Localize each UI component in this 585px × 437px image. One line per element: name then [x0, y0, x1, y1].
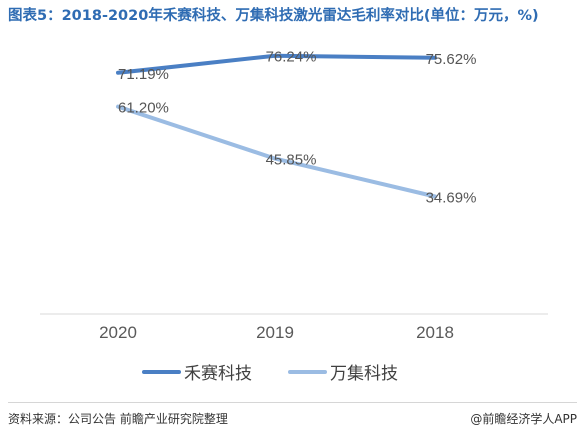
legend: 禾赛科技 万集科技: [142, 363, 398, 384]
data-label-layer: 71.19% 76.24% 75.62% 61.20% 45.85% 34.69%: [118, 49, 476, 207]
x-tick-label: 2019: [256, 323, 294, 342]
data-label: 34.69%: [426, 190, 477, 207]
brand-credit: @前瞻经济学人APP: [470, 412, 577, 426]
data-point: [433, 56, 437, 60]
data-point: [116, 105, 120, 109]
data-point: [273, 54, 277, 58]
data-label: 61.20%: [118, 100, 169, 117]
x-tick-layer: 2020 2019 2018: [99, 323, 454, 342]
series-layer: [116, 53, 437, 199]
legend-label: 万集科技: [330, 364, 398, 384]
source-note: 资料来源：公司公告 前瞻产业研究院整理: [8, 412, 228, 426]
data-label: 45.85%: [266, 152, 317, 169]
data-label: 75.62%: [426, 51, 477, 68]
data-point: [116, 71, 120, 75]
legend-label: 禾赛科技: [184, 363, 252, 384]
footer-divider: [8, 402, 577, 403]
data-label: 76.24%: [266, 49, 317, 66]
x-tick-label: 2020: [99, 323, 137, 342]
chart-title: 图表5：2018-2020年禾赛科技、万集科技激光雷达毛利率对比(单位：万元，%…: [8, 8, 539, 24]
data-label: 71.19%: [118, 66, 169, 83]
data-point: [433, 195, 437, 198]
x-tick-label: 2018: [416, 323, 454, 342]
data-point: [273, 157, 277, 161]
